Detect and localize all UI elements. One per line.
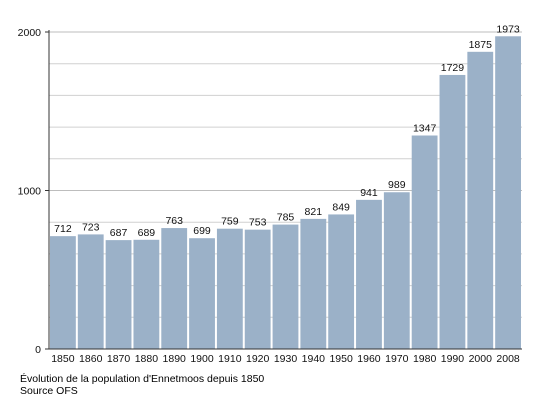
bar-1890	[161, 228, 188, 349]
bar-1970	[383, 192, 410, 349]
x-tick-label-1910: 1910	[218, 353, 242, 365]
x-tick-label-1920: 1920	[246, 353, 270, 365]
bar-1870	[105, 240, 132, 349]
x-tick-label-1990: 1990	[441, 353, 465, 365]
value-label-1880: 689	[138, 227, 156, 239]
value-label-1940: 821	[305, 206, 323, 218]
value-label-1870: 687	[110, 227, 128, 239]
x-tick-label-1950: 1950	[329, 353, 353, 365]
bar-1960	[356, 199, 382, 349]
label-layer: 712 1850 723 1860 687 1870 689 1880 763 1890 699 19…	[18, 23, 520, 365]
value-label-2008: 1973	[496, 23, 520, 35]
x-tick-label-1960: 1960	[357, 353, 381, 365]
x-tick-label-1980: 1980	[413, 353, 437, 365]
value-label-1980: 1347	[413, 123, 437, 135]
value-label-1850: 712	[54, 223, 72, 235]
x-tick-label-1880: 1880	[135, 353, 159, 365]
bar-1860	[77, 234, 104, 349]
y-tick-label-1000: 1000	[18, 186, 42, 198]
source-caption: Source OFS	[20, 385, 78, 397]
x-tick-label-1870: 1870	[107, 353, 131, 365]
x-tick-label-1890: 1890	[163, 353, 187, 365]
value-label-1950: 849	[332, 201, 350, 213]
value-label-1910: 759	[221, 216, 239, 228]
value-label-1860: 723	[82, 221, 100, 233]
y-tick-label-2000: 2000	[18, 27, 42, 39]
bar-1910	[216, 228, 243, 349]
bar-1990	[439, 74, 466, 350]
x-tick-label-2000: 2000	[469, 353, 493, 365]
y-tick-label-0: 0	[35, 344, 41, 356]
x-tick-label-1850: 1850	[51, 353, 75, 365]
value-label-1990: 1729	[441, 62, 465, 74]
bar-1880	[133, 239, 160, 349]
value-label-2000: 1875	[469, 39, 493, 51]
x-tick-label-1940: 1940	[302, 353, 326, 365]
x-tick-label-1970: 1970	[385, 353, 409, 365]
x-tick-label-1860: 1860	[79, 353, 103, 365]
bar-1850	[50, 236, 76, 349]
x-tick-label-1930: 1930	[274, 353, 298, 365]
value-label-1920: 753	[249, 217, 267, 229]
bar-1940	[300, 218, 327, 349]
bar-2000	[467, 51, 494, 349]
bar-2008	[495, 36, 521, 349]
value-label-1930: 785	[277, 212, 295, 224]
bar-layer	[50, 36, 521, 350]
axis-layer	[45, 30, 522, 350]
bar-1920	[244, 229, 271, 349]
x-tick-label-2008: 2008	[496, 353, 520, 365]
value-label-1970: 989	[388, 179, 406, 191]
value-label-1960: 941	[360, 187, 378, 199]
value-label-1900: 699	[193, 225, 211, 237]
bar-1980	[411, 135, 438, 349]
bar-1950	[328, 214, 355, 349]
bar-1930	[272, 224, 299, 349]
value-label-1890: 763	[165, 215, 183, 227]
bar-1900	[189, 238, 215, 349]
x-tick-label-1900: 1900	[190, 353, 214, 365]
chart-caption: Évolution de la population d'Ennetmoos d…	[20, 373, 265, 385]
